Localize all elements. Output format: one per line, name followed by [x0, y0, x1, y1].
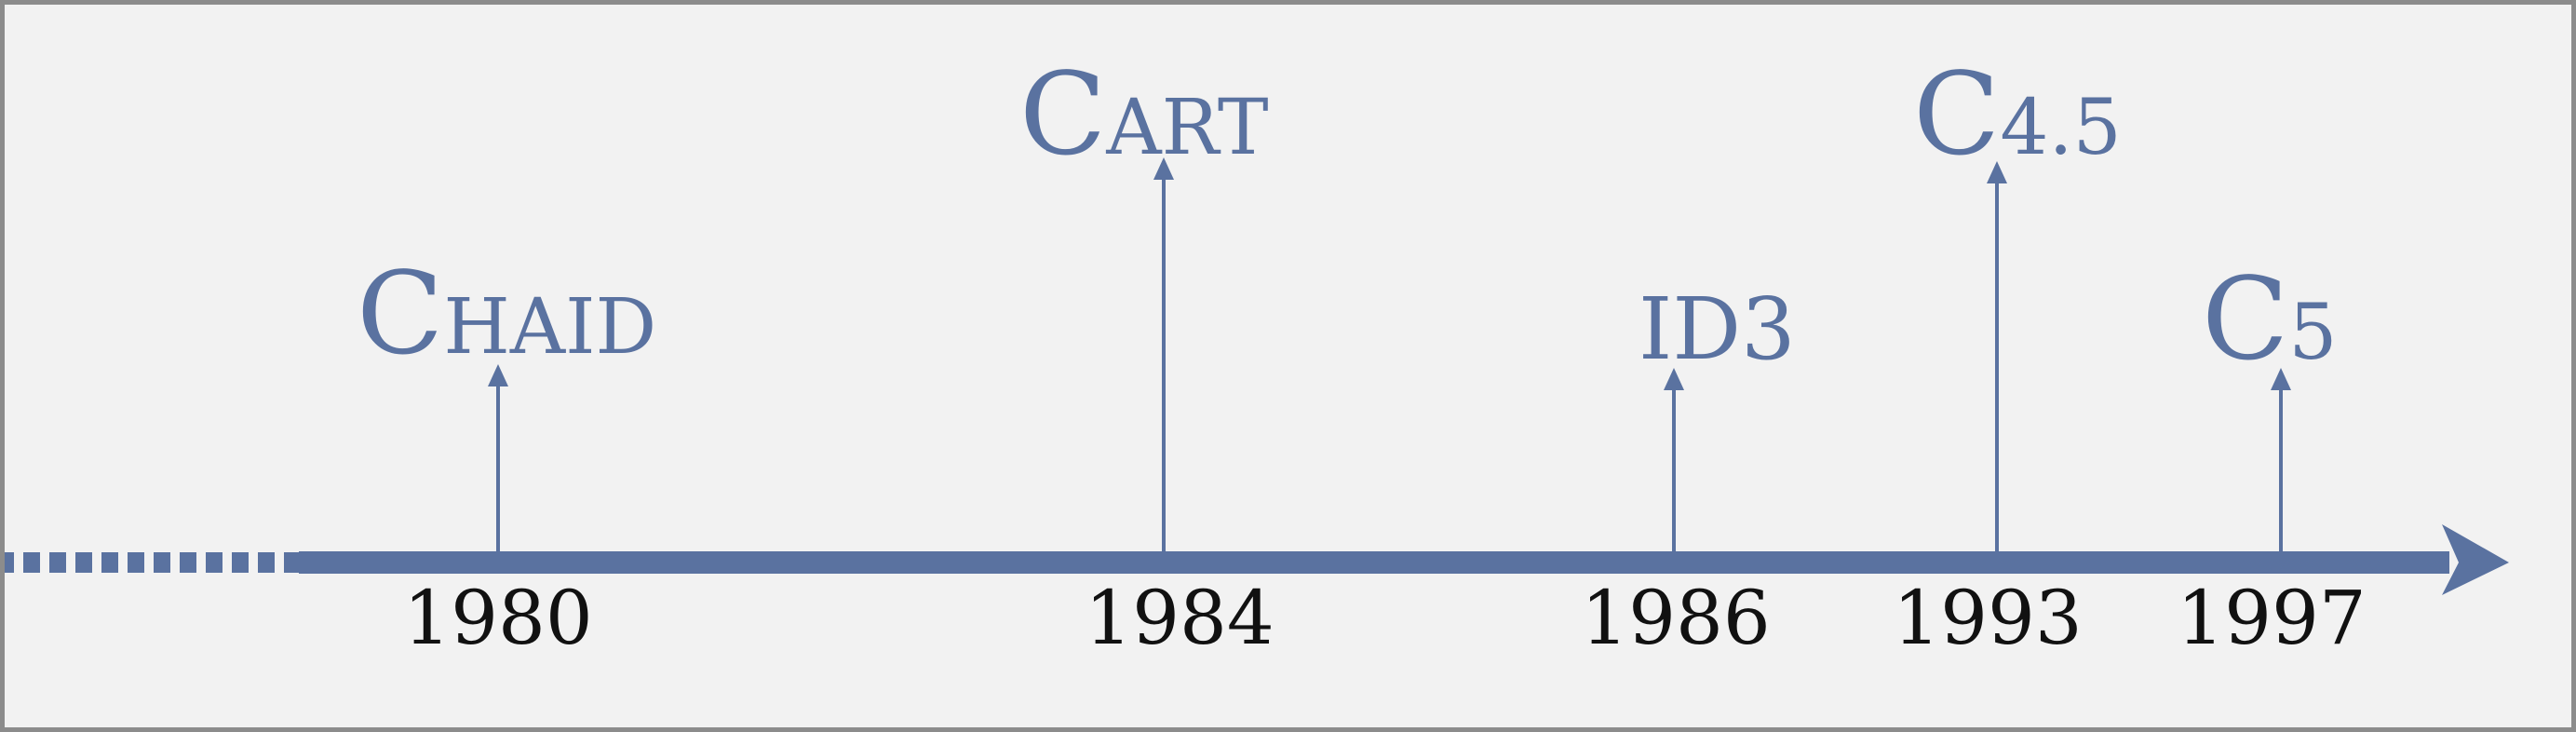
- axis-dashed-lead: [5, 552, 301, 573]
- event-c45: C4.5 1993: [1893, 48, 2122, 661]
- axis-arrowhead: [2442, 524, 2509, 595]
- event-chaid-year: 1980: [403, 575, 593, 661]
- event-id3-label: ID3: [1639, 279, 1796, 379]
- event-chaid-label: CHAID: [357, 248, 656, 380]
- event-id3-arrowhead: [1664, 368, 1684, 390]
- event-c5-arrowhead: [2271, 368, 2291, 390]
- event-c45-label: C4.5: [1913, 48, 2122, 181]
- event-c45-year: 1993: [1893, 575, 2083, 661]
- event-c5-year: 1997: [2177, 575, 2367, 661]
- event-chaid: CHAID 1980: [357, 248, 656, 661]
- event-cart-arrowhead: [1153, 157, 1174, 180]
- event-chaid-arrowhead: [488, 364, 508, 386]
- timeline-canvas: CHAID 1980 CART 1984 ID3 1986: [5, 48, 2509, 661]
- event-id3: ID3 1986: [1581, 279, 1795, 661]
- event-cart-year: 1984: [1085, 575, 1275, 661]
- event-id3-year: 1986: [1581, 575, 1771, 661]
- event-c5-label: C5: [2202, 253, 2338, 386]
- axis-line: [299, 551, 2449, 574]
- event-c45-arrowhead: [1987, 161, 2007, 183]
- event-cart: CART 1984: [1019, 48, 1275, 661]
- event-c5: C5 1997: [2177, 253, 2367, 661]
- event-cart-label: CART: [1019, 48, 1269, 181]
